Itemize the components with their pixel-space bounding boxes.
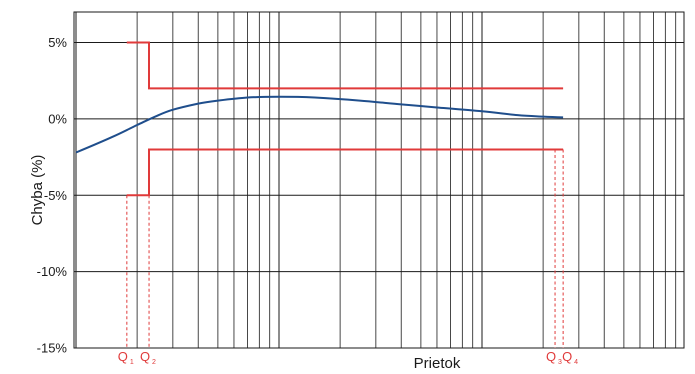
y-axis-title: Chyba (%) (29, 155, 46, 226)
series (75, 41, 564, 197)
y-tick-label: -15% (37, 341, 68, 356)
marker-label-subscript: 2 (152, 359, 156, 366)
y-tick-label: -10% (37, 264, 68, 279)
error-curve-line (75, 95, 564, 154)
marker-label-main: Q (118, 349, 128, 364)
y-axis-ticks: 5% 0% -5% -10% -15% (37, 35, 68, 355)
marker-label-subscript: 4 (574, 359, 578, 366)
marker-label-main: Q (140, 349, 150, 364)
lower-limit-line (126, 148, 564, 197)
x-axis-title: Prietok (414, 355, 461, 372)
marker-guides (126, 149, 564, 348)
marker-label-main: Q (562, 349, 572, 364)
y-tick-label: -5% (44, 188, 68, 203)
plot-frame (73, 11, 685, 349)
marker-label-main: Q (546, 349, 556, 364)
grid (73, 11, 685, 349)
marker-label-subscript: 1 (130, 359, 134, 366)
y-tick-label: 5% (48, 35, 67, 50)
upper-limit-line (126, 41, 564, 90)
marker-label-subscript: 3 (558, 359, 562, 366)
y-tick-label: 0% (48, 111, 67, 126)
